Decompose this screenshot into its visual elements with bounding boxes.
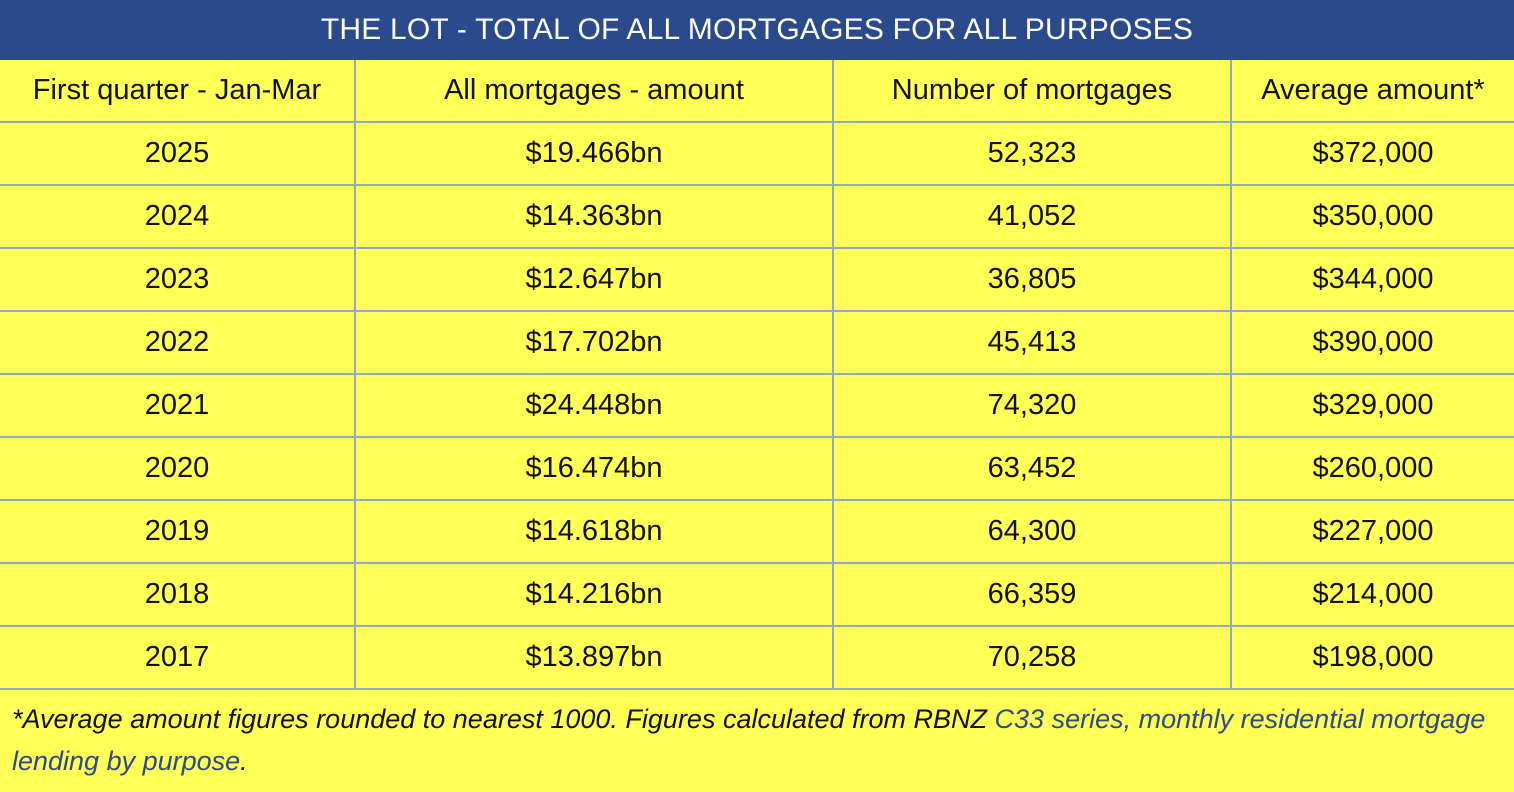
footnote: *Average amount figures rounded to neare… <box>12 698 1502 782</box>
year-cell: 2022 <box>0 310 356 375</box>
column-header-amount: All mortgages - amount <box>354 60 834 123</box>
year-cell: 2025 <box>0 121 356 186</box>
number-cell: 64,300 <box>832 499 1232 564</box>
table-row: 2021 $24.448bn 74,320 $329,000 <box>0 373 1514 438</box>
footnote-text: *Average amount figures rounded to neare… <box>12 704 995 734</box>
amount-cell: $24.448bn <box>354 373 834 438</box>
column-header-number: Number of mortgages <box>832 60 1232 123</box>
year-cell: 2017 <box>0 625 356 690</box>
year-cell: 2023 <box>0 247 356 312</box>
mortgage-table: First quarter - Jan-Mar All mortgages - … <box>0 60 1514 690</box>
amount-cell: $19.466bn <box>354 121 834 186</box>
average-cell: $329,000 <box>1230 373 1514 438</box>
table-row: 2019 $14.618bn 64,300 $227,000 <box>0 499 1514 564</box>
number-cell: 52,323 <box>832 121 1232 186</box>
year-cell: 2018 <box>0 562 356 627</box>
rbnz-c33-link[interactable]: C33 series, monthly residential mortgage… <box>12 704 1486 776</box>
table-row: 2017 $13.897bn 70,258 $198,000 <box>0 625 1514 690</box>
year-cell: 2020 <box>0 436 356 501</box>
average-cell: $350,000 <box>1230 184 1514 249</box>
table-row: 2023 $12.647bn 36,805 $344,000 <box>0 247 1514 312</box>
table-row: 2020 $16.474bn 63,452 $260,000 <box>0 436 1514 501</box>
amount-cell: $14.216bn <box>354 562 834 627</box>
header-row: First quarter - Jan-Mar All mortgages - … <box>0 60 1514 123</box>
year-cell: 2024 <box>0 184 356 249</box>
table-row: 2022 $17.702bn 45,413 $390,000 <box>0 310 1514 375</box>
average-cell: $214,000 <box>1230 562 1514 627</box>
number-cell: 36,805 <box>832 247 1232 312</box>
average-cell: $372,000 <box>1230 121 1514 186</box>
amount-cell: $17.702bn <box>354 310 834 375</box>
number-cell: 74,320 <box>832 373 1232 438</box>
amount-cell: $12.647bn <box>354 247 834 312</box>
table-row: 2025 $19.466bn 52,323 $372,000 <box>0 121 1514 186</box>
footnote-end: . <box>240 746 248 776</box>
column-header-quarter: First quarter - Jan-Mar <box>0 60 356 123</box>
average-cell: $344,000 <box>1230 247 1514 312</box>
amount-cell: $14.618bn <box>354 499 834 564</box>
year-cell: 2019 <box>0 499 356 564</box>
table-row: 2018 $14.216bn 66,359 $214,000 <box>0 562 1514 627</box>
amount-cell: $14.363bn <box>354 184 834 249</box>
average-cell: $227,000 <box>1230 499 1514 564</box>
year-cell: 2021 <box>0 373 356 438</box>
table-row: 2024 $14.363bn 41,052 $350,000 <box>0 184 1514 249</box>
amount-cell: $13.897bn <box>354 625 834 690</box>
number-cell: 66,359 <box>832 562 1232 627</box>
table-title: THE LOT - TOTAL OF ALL MORTGAGES FOR ALL… <box>0 0 1514 60</box>
amount-cell: $16.474bn <box>354 436 834 501</box>
average-cell: $198,000 <box>1230 625 1514 690</box>
column-header-average: Average amount* <box>1230 60 1514 123</box>
average-cell: $260,000 <box>1230 436 1514 501</box>
number-cell: 63,452 <box>832 436 1232 501</box>
number-cell: 45,413 <box>832 310 1232 375</box>
average-cell: $390,000 <box>1230 310 1514 375</box>
number-cell: 41,052 <box>832 184 1232 249</box>
number-cell: 70,258 <box>832 625 1232 690</box>
